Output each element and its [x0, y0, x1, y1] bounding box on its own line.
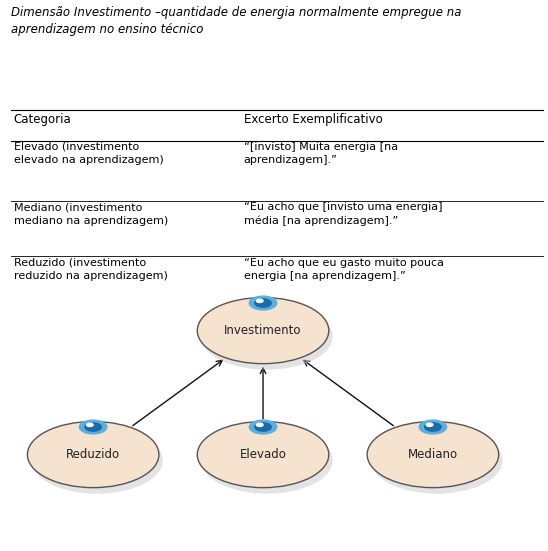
Circle shape: [256, 299, 263, 302]
Text: Elevado: Elevado: [239, 448, 287, 461]
Circle shape: [256, 423, 263, 426]
Text: Mediano (investimento
mediano na aprendizagem): Mediano (investimento mediano na aprendi…: [14, 203, 168, 226]
Circle shape: [79, 420, 107, 434]
Ellipse shape: [197, 298, 329, 364]
Text: “[invisto] Muita energia [na
aprendizagem].”: “[invisto] Muita energia [na aprendizage…: [244, 142, 398, 165]
Ellipse shape: [197, 422, 329, 488]
Circle shape: [426, 423, 433, 426]
Ellipse shape: [371, 428, 503, 494]
Circle shape: [425, 423, 441, 431]
Text: Reduzido (investimento
reduzido na aprendizagem): Reduzido (investimento reduzido na apren…: [14, 258, 168, 281]
Text: Dimensão Investimento –quantidade de energia normalmente empregue na
aprendizage: Dimensão Investimento –quantidade de ene…: [11, 6, 461, 35]
Text: Excerto Exemplificativo: Excerto Exemplificativo: [244, 113, 383, 126]
Ellipse shape: [201, 304, 333, 370]
Text: “Eu acho que eu gasto muito pouca
energia [na aprendizagem].”: “Eu acho que eu gasto muito pouca energi…: [244, 258, 444, 281]
Circle shape: [87, 423, 93, 426]
Circle shape: [85, 423, 101, 431]
Circle shape: [249, 296, 277, 310]
Ellipse shape: [27, 422, 159, 488]
Text: Investimento: Investimento: [224, 324, 302, 337]
Text: Elevado (investimento
elevado na aprendizagem): Elevado (investimento elevado na aprendi…: [14, 142, 163, 165]
Text: Mediano: Mediano: [408, 448, 458, 461]
Circle shape: [419, 420, 447, 434]
Circle shape: [255, 423, 271, 431]
Circle shape: [255, 299, 271, 307]
Ellipse shape: [367, 422, 499, 488]
Circle shape: [249, 420, 277, 434]
Text: Reduzido: Reduzido: [66, 448, 120, 461]
Text: Categoria: Categoria: [14, 113, 71, 126]
Text: “Eu acho que [invisto uma energia]
média [na aprendizagem].”: “Eu acho que [invisto uma energia] média…: [244, 203, 442, 226]
Ellipse shape: [31, 428, 163, 494]
Ellipse shape: [201, 428, 333, 494]
